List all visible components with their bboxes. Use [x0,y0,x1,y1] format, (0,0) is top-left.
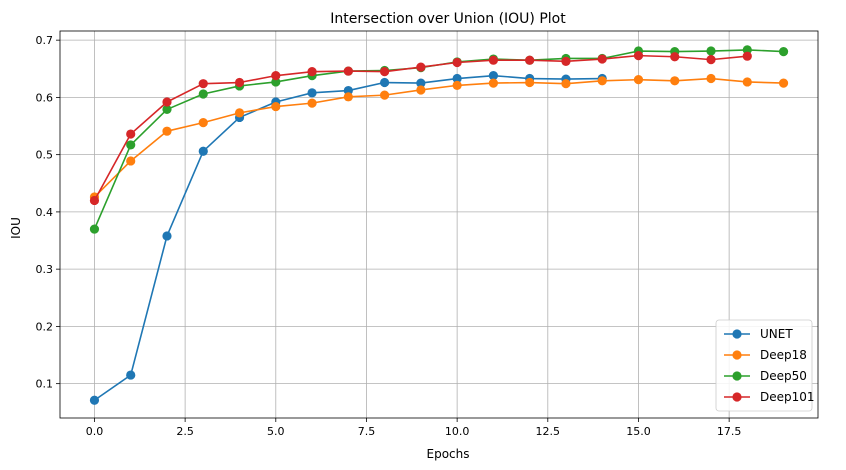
x-tick-label: 5.0 [267,425,285,438]
data-point-deep50 [126,140,136,150]
chart-title: Intersection over Union (IOU) Plot [330,11,566,27]
data-point-deep18 [416,85,426,95]
x-tick-label: 15.0 [626,425,651,438]
grid-lines [60,31,818,418]
data-point-unet [307,88,317,98]
data-point-deep101 [89,195,100,206]
data-point-deep101 [670,52,680,62]
data-point-deep18 [670,76,680,86]
y-tick-label: 0.3 [36,263,54,276]
axis-ticks: 0.0 2.5 5.0 7.5 10.0 12.5 15.0 17.5 0.1 0.2 0.3 0.4… [36,34,742,438]
data-point-deep18 [778,78,789,88]
data-point-deep18 [343,92,353,102]
data-point-unet [488,71,499,81]
data-point-deep18 [706,73,716,84]
data-point-deep101 [525,55,535,65]
series-deep101 [89,51,752,206]
data-point-deep18 [307,98,317,108]
legend-label-deep101: Deep101 [760,390,815,404]
data-point-deep101 [561,56,571,66]
legend-label-unet: UNET [760,327,793,341]
x-tick-label: 12.5 [536,425,561,438]
legend-label-deep18: Deep18 [760,348,807,362]
series-layer [89,45,789,405]
data-point-deep50 [89,224,100,234]
data-point-deep101 [126,129,136,139]
data-point-deep18 [525,77,535,88]
data-point-deep101 [234,77,245,88]
data-point-deep50 [742,45,752,55]
data-point-deep18 [561,79,571,89]
x-tick-label: 10.0 [445,425,470,438]
data-point-deep18 [488,78,499,88]
y-tick-label: 0.1 [36,378,54,391]
data-point-deep101 [633,51,644,61]
data-point-deep101 [742,51,752,61]
data-point-deep101 [597,54,607,64]
legend-box [715,319,813,412]
data-point-deep101 [307,67,317,77]
data-point-deep18 [162,126,172,136]
legend-marker-deep18 [732,350,742,360]
data-point-deep101 [162,97,172,107]
data-point-deep101 [452,57,462,68]
x-tick-label: 7.5 [358,425,376,438]
series-deep18 [89,73,789,202]
data-point-unet [126,370,136,380]
data-point-deep50 [706,46,716,56]
data-point-deep101 [379,67,390,77]
data-point-deep101 [271,71,281,81]
data-point-unet [162,231,172,241]
data-point-deep18 [234,108,245,118]
data-point-unet [416,78,426,88]
data-point-unet [343,85,353,96]
plot-frame [59,30,819,419]
data-point-unet [452,73,462,84]
data-point-deep18 [452,80,462,90]
data-point-unet [89,395,100,405]
y-tick-label: 0.6 [36,91,54,104]
data-point-deep50 [271,77,281,87]
x-tick-label: 2.5 [176,425,194,438]
y-tick-label: 0.2 [36,320,54,333]
data-point-deep18 [742,77,752,87]
y-axis-label: IOU [9,217,23,239]
y-tick-label: 0.5 [36,149,54,162]
data-point-deep18 [198,117,208,128]
data-point-unet [198,146,208,156]
x-tick-label: 17.5 [717,425,742,438]
data-point-deep101 [488,55,499,65]
data-point-unet [379,77,390,88]
data-point-deep18 [126,156,136,166]
x-tick-label: 0.0 [86,425,104,438]
legend-marker-deep50 [732,371,742,381]
data-point-deep18 [379,90,390,100]
data-point-deep50 [198,89,208,99]
data-point-deep50 [778,47,789,57]
x-axis-label: Epochs [427,447,470,461]
data-point-deep101 [706,55,716,65]
data-point-deep50 [162,104,172,115]
data-point-deep18 [633,75,644,85]
legend-marker-unet [732,329,742,339]
data-point-deep18 [597,76,607,86]
legend: UNET Deep18 Deep50 Deep101 [715,319,815,412]
data-point-deep101 [343,66,353,76]
data-point-deep101 [198,79,208,89]
data-point-deep18 [271,101,281,112]
y-tick-label: 0.4 [36,206,54,219]
legend-marker-deep101 [732,392,742,402]
series-line-deep18 [93,77,784,198]
y-tick-label: 0.7 [36,34,54,47]
data-point-deep101 [416,62,426,72]
legend-label-deep50: Deep50 [760,369,807,383]
